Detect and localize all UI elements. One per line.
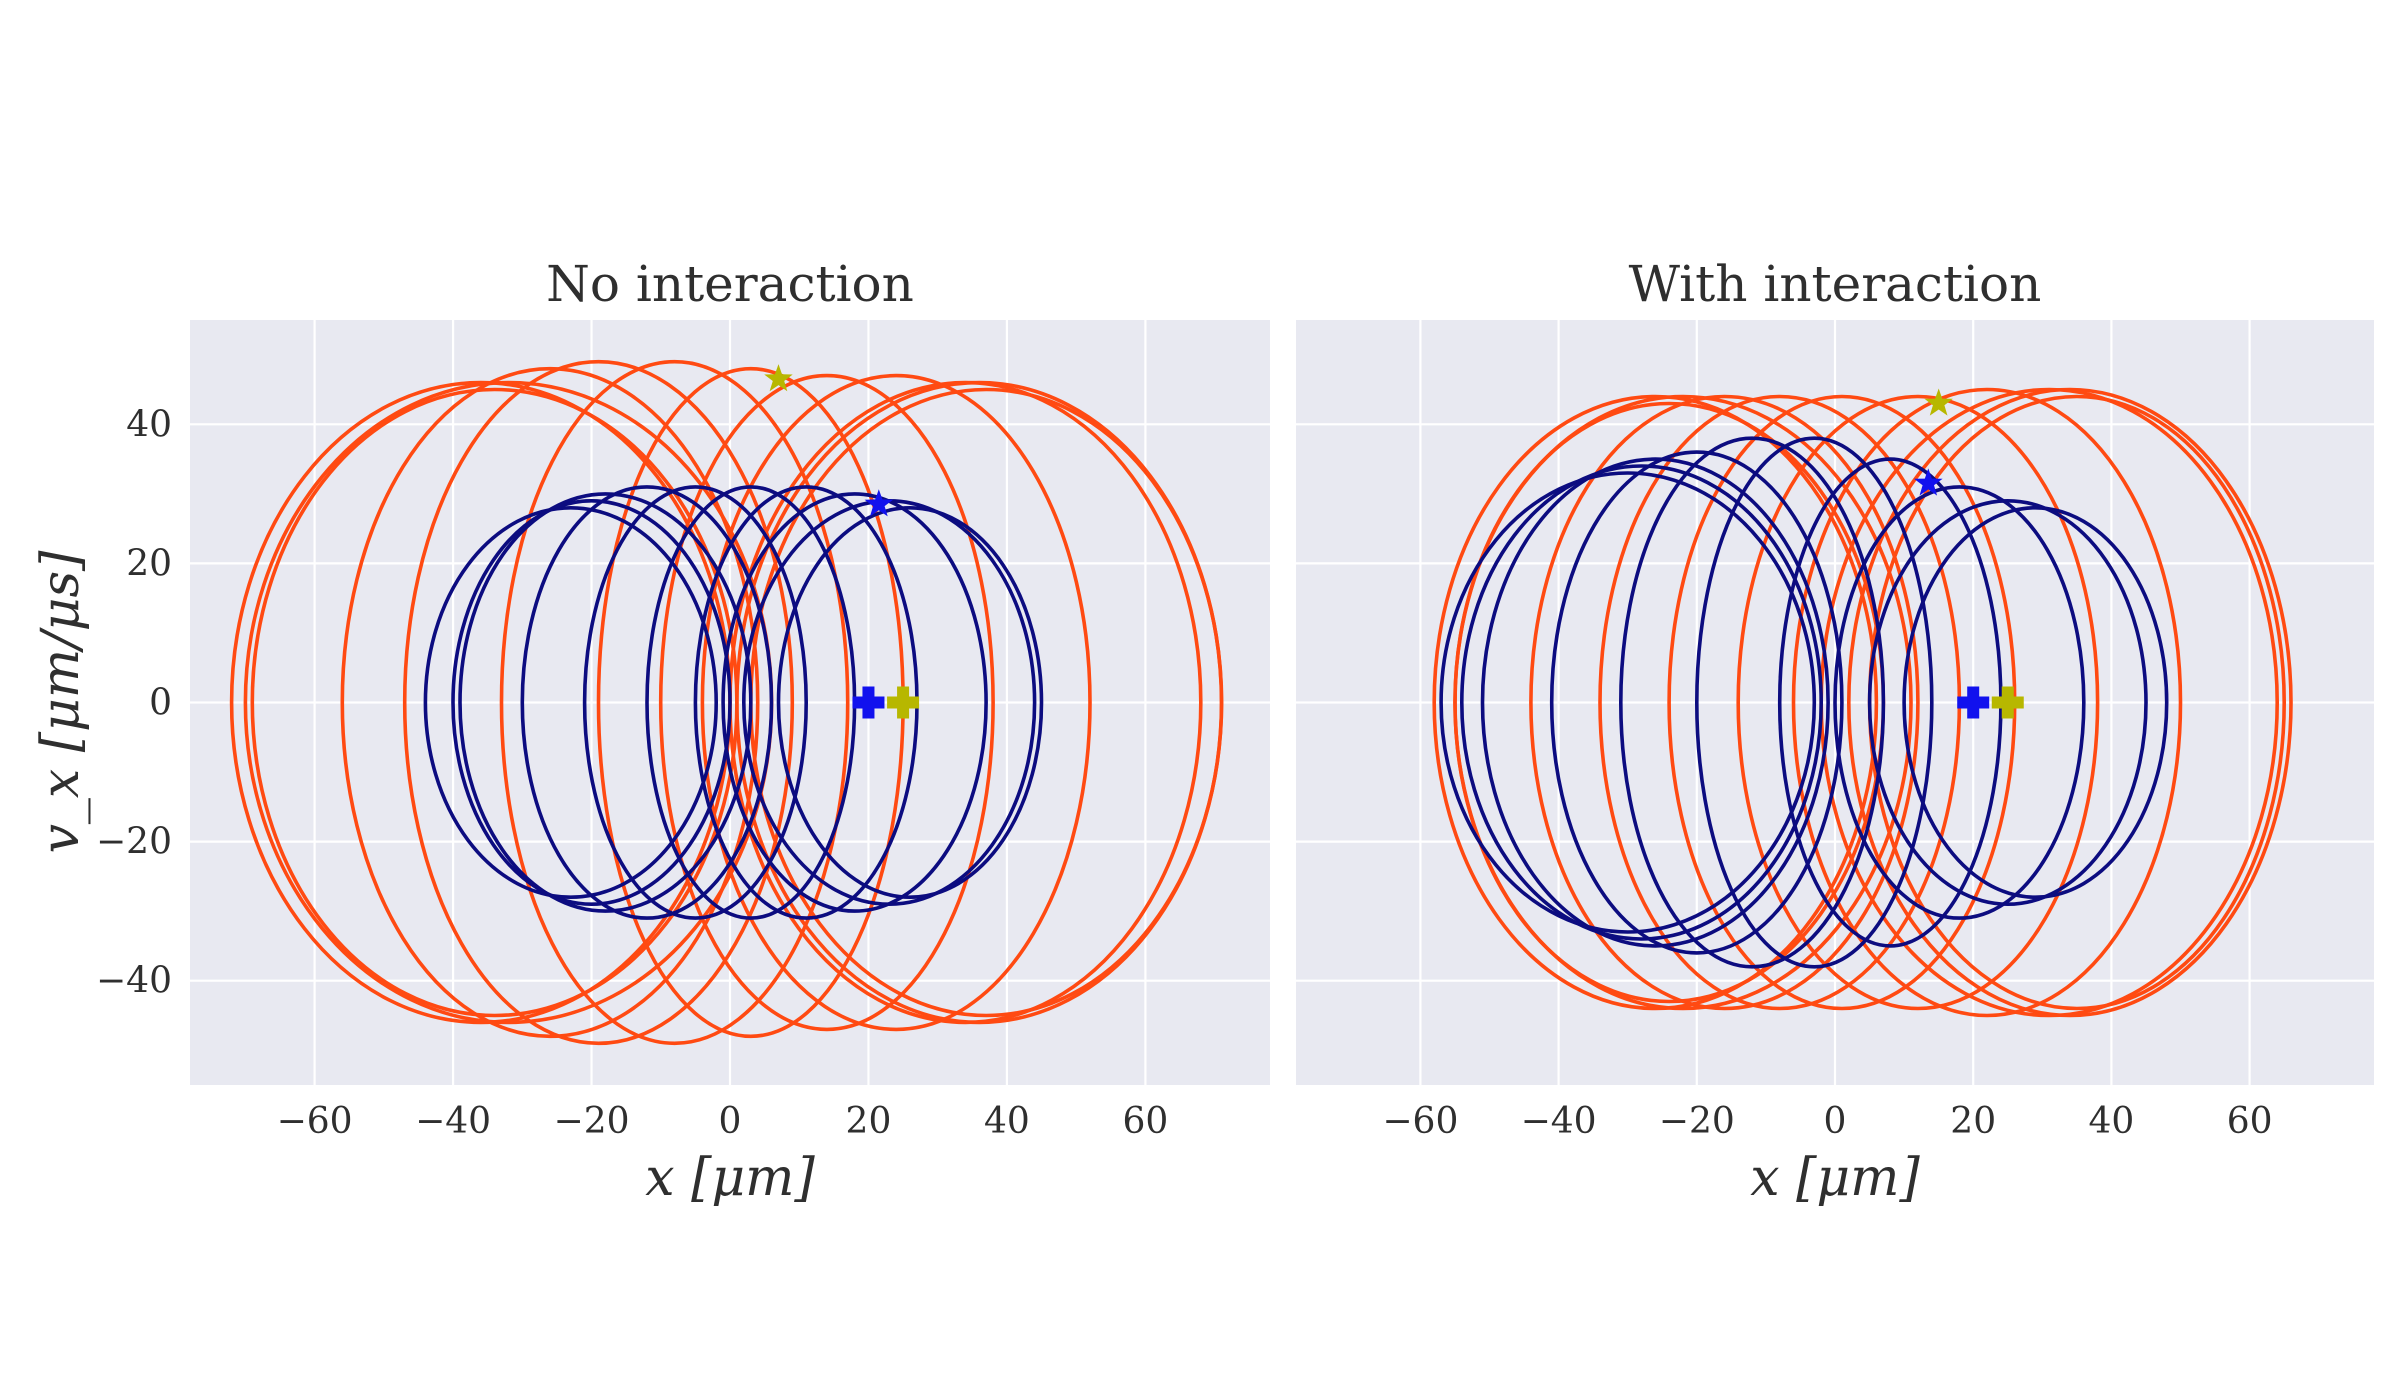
start-marker-inner <box>1914 468 1943 496</box>
x-tick-label: 40 <box>984 1101 1030 1142</box>
trajectory-loop-outer <box>1432 394 1879 1011</box>
y-ticks-left: −40 −20 0 20 40 <box>96 404 172 1001</box>
x-axis-label-right: x [μm] <box>1750 1148 1920 1208</box>
trajectory-loop-inner <box>776 505 1044 899</box>
trajectory-loop-inner <box>1867 498 2148 906</box>
x-tick-label: 60 <box>1122 1101 1168 1142</box>
end-marker-outer <box>887 686 920 719</box>
trajectory-loop-outer <box>402 359 795 1046</box>
markers-left <box>764 364 920 719</box>
panel-with-interaction: −60 −40 −20 0 20 40 60 With interaction x [μm] <box>1296 255 2374 1208</box>
grid-left <box>190 320 1270 1085</box>
y-tick-label: 20 <box>126 543 172 584</box>
trajectory-loop-inner <box>1618 436 1886 969</box>
x-tick-label: −20 <box>554 1101 630 1142</box>
trajectory-loop-inner <box>1695 436 1934 969</box>
end-marker-outer <box>1991 686 2024 719</box>
trajectory-loop-inner <box>1460 464 1824 941</box>
chart-title-right: With interaction <box>1629 255 2042 313</box>
x-tick-label: 0 <box>719 1101 742 1142</box>
y-tick-label: 40 <box>126 404 172 445</box>
x-ticks-left: −60 −40 −20 0 20 40 60 <box>277 1101 1169 1142</box>
x-tick-label: 20 <box>1950 1101 1996 1142</box>
trajectory-loop-inner <box>423 505 718 899</box>
trajectory-loop-outer <box>1846 387 2293 1018</box>
x-axis-label-left: x [μm] <box>645 1148 815 1208</box>
trajectory-loop-inner <box>721 492 988 913</box>
trajectory-loop-inner <box>1902 505 2169 899</box>
end-marker-inner <box>852 686 885 719</box>
start-marker-inner <box>864 489 894 517</box>
trajectory-loop-inner <box>1833 485 2086 920</box>
x-tick-label: 60 <box>2227 1101 2273 1142</box>
y-tick-label: −20 <box>96 822 172 863</box>
panel-no-interaction: −60 −40 −20 0 20 40 60 −40 −20 0 20 40 No interact… <box>31 255 1270 1208</box>
trajectory-loop-inner <box>1549 450 1844 955</box>
trajectory-loop-outer <box>700 373 1092 1032</box>
trajectory-loop-inner <box>1439 471 1817 934</box>
start-marker-outer <box>1924 388 1953 416</box>
markers-right <box>1914 388 2024 719</box>
x-tick-label: −40 <box>415 1101 491 1142</box>
x-tick-label: 20 <box>846 1101 892 1142</box>
y-tick-label: −40 <box>96 961 172 1002</box>
x-tick-label: 40 <box>2089 1101 2135 1142</box>
x-tick-label: −20 <box>1659 1101 1735 1142</box>
trajectory-loop-inner <box>582 485 809 920</box>
y-tick-label: 0 <box>149 683 172 724</box>
x-tick-label: −60 <box>1382 1101 1458 1142</box>
trajectory-loop-inner <box>458 492 753 913</box>
x-tick-label: −60 <box>277 1101 353 1142</box>
trajectory-loop-inner <box>451 498 732 906</box>
start-marker-outer <box>764 364 793 392</box>
series-left <box>229 359 1224 1046</box>
trajectory-loop-outer <box>658 373 995 1032</box>
y-axis-label-left: v_x [μm/μs] <box>31 550 91 854</box>
trajectory-loop-outer <box>1529 394 1920 1011</box>
x-tick-label: −40 <box>1521 1101 1597 1142</box>
x-tick-label: 0 <box>1824 1101 1847 1142</box>
trajectory-loop-outer <box>499 359 850 1046</box>
trajectory-loop-outer <box>1791 387 2183 1018</box>
x-ticks-right: −60 −40 −20 0 20 40 60 <box>1382 1101 2272 1142</box>
trajectory-loop-outer <box>1453 394 1913 1011</box>
end-marker-inner <box>1957 686 1990 719</box>
chart-title-left: No interaction <box>546 255 914 313</box>
trajectory-loop-inner <box>520 485 774 920</box>
trajectory-loop-outer <box>1736 394 2100 1011</box>
trajectory-loop-inner <box>1480 457 1830 948</box>
trajectory-loop-outer <box>340 366 760 1039</box>
